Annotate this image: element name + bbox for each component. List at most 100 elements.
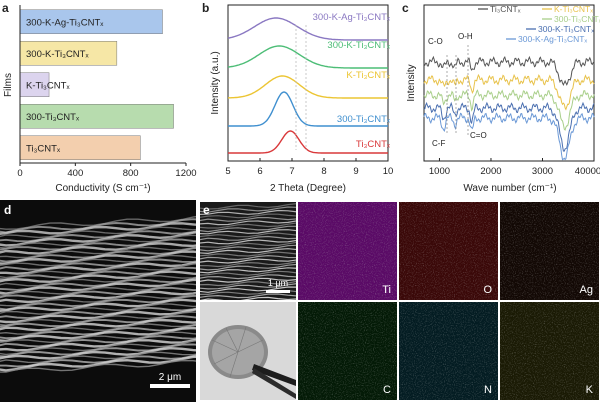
panel-letter-b: b (202, 1, 209, 15)
film-layer (200, 217, 296, 222)
scale-bar-e (266, 290, 290, 293)
xrd-curve (227, 45, 388, 69)
film-layer (0, 343, 196, 358)
tweezers-icon (252, 364, 296, 386)
x-tick-label: 6 (257, 166, 262, 177)
eds-map-c: C (298, 302, 397, 400)
film-layer (200, 206, 296, 213)
eds-signal-speckle (298, 202, 397, 300)
film-layer (0, 263, 196, 279)
film-layer (200, 222, 296, 229)
xrd-curves (227, 17, 388, 154)
x-axis-label: Conductivity (S cm⁻¹) (55, 183, 150, 194)
panel-letter-e: e (203, 203, 210, 217)
film-layer (200, 293, 296, 299)
film-layer (0, 335, 196, 348)
scale-bar-label-e: 1 μm (268, 278, 288, 288)
film-layer (0, 222, 196, 236)
scale-bar-d (150, 384, 190, 388)
film-layer (0, 351, 196, 364)
film-layer (0, 254, 196, 267)
x-tick-labels: 5 6 7 8 9 10 (225, 158, 393, 177)
film-layer (200, 225, 296, 233)
film-layer (0, 306, 196, 320)
panel-e-sem-image: 1 μm (200, 202, 296, 300)
layered-film-texture (0, 215, 196, 373)
film-wrinkles (211, 326, 264, 378)
legend-label: 300-K-Ti₃CNTₓ (538, 24, 594, 34)
film-layer (0, 311, 196, 326)
film-layer (200, 244, 296, 252)
film-layer (200, 270, 296, 276)
film-layer (0, 298, 196, 312)
xrd-curve (227, 17, 388, 41)
film-layer (0, 258, 196, 271)
film-layer (0, 355, 196, 372)
eds-signal-speckle (399, 202, 498, 300)
bar-series: 300-K-Ag-Ti₃CNTₓ 300-K-Ti₃CNTₓ K-Ti₃CNTₓ 30… (19, 9, 174, 160)
band-annotations: C-O O-H C-F C=O (428, 32, 487, 148)
film-layer (200, 241, 296, 248)
film-layer (0, 274, 196, 287)
bar (19, 72, 50, 97)
eds-signal-speckle (298, 302, 397, 400)
film-layer (0, 278, 196, 295)
film-layer (0, 242, 196, 255)
film-layer (0, 303, 196, 315)
x-tick-label: 8 (321, 166, 326, 177)
film-layer (200, 213, 296, 219)
series-label: Ti₃CNTₓ (356, 139, 391, 150)
series-label: 300-Ti₃CNTₓ (337, 114, 391, 125)
film-layer (0, 323, 196, 335)
scale-bar-label-d: 2 μm (159, 372, 181, 383)
film-layer (200, 254, 296, 261)
x-tick-label: 2000 (480, 166, 501, 177)
eds-element-maps: Ti O Ag C N K (298, 202, 599, 400)
film-layer (200, 251, 296, 257)
film-layer (0, 331, 196, 344)
film-layer (200, 277, 296, 283)
film-layer (0, 286, 196, 299)
series-label: K-Ti₃CNTₓ (346, 70, 390, 81)
film-layer (0, 218, 196, 234)
film-layer (0, 315, 196, 328)
y-axis-label: Films (3, 73, 14, 97)
film-layer (0, 266, 196, 281)
bar (19, 135, 141, 160)
x-tick-label: 9 (353, 166, 358, 177)
film-layer (0, 346, 196, 360)
panel-letter-c: c (402, 1, 409, 15)
ftir-curve (423, 101, 595, 152)
x-tick-label: 800 (123, 168, 139, 179)
eds-element-label: Ti (382, 284, 391, 296)
film-layer (200, 274, 296, 280)
eds-element-label: C (383, 384, 391, 396)
x-tick-label: 0 (17, 168, 22, 179)
film-layer (0, 261, 196, 275)
film-layer (0, 294, 196, 311)
x-axis-label: 2 Theta (Degree) (270, 183, 346, 194)
micrograph-panels: 2 μm d 1 μm e Ti O Ag C N K (0, 200, 599, 402)
x-tick-label: 1200 (175, 168, 196, 179)
y-axis-label: Intensity (a.u.) (210, 51, 221, 114)
xrd-curve (228, 91, 388, 127)
bar-label: 300-K-Ti₃CNTₓ (26, 49, 89, 60)
x-tick-labels: 0 400 800 1200 (17, 163, 197, 179)
film-layer (200, 296, 296, 300)
eds-element-label: Ag (580, 284, 593, 296)
eds-map-o: O (399, 202, 498, 300)
panel-b-xrd-chart: b 300-K-Ag-Ti₃CNTₓ 300-K-Ti₃CNTₓ K-Ti₃CNTₓ… (202, 1, 393, 194)
bar-label: 300-K-Ag-Ti₃CNTₓ (26, 17, 104, 28)
xrd-curve (227, 75, 388, 99)
y-axis-label: Intensity (406, 64, 417, 101)
legend-label: Ti₃CNTₓ (490, 4, 521, 14)
panel-d-sem-image: 2 μm d (0, 200, 196, 402)
film-layer (200, 220, 296, 226)
band-annotation: C=O (470, 131, 487, 140)
film-layer (200, 258, 296, 264)
film-layer (200, 232, 296, 238)
film-layer (200, 209, 296, 215)
eds-signal-speckle (500, 302, 599, 400)
legend-label: K-Ti₃CNTₓ (554, 4, 593, 14)
film-layer (200, 283, 296, 290)
